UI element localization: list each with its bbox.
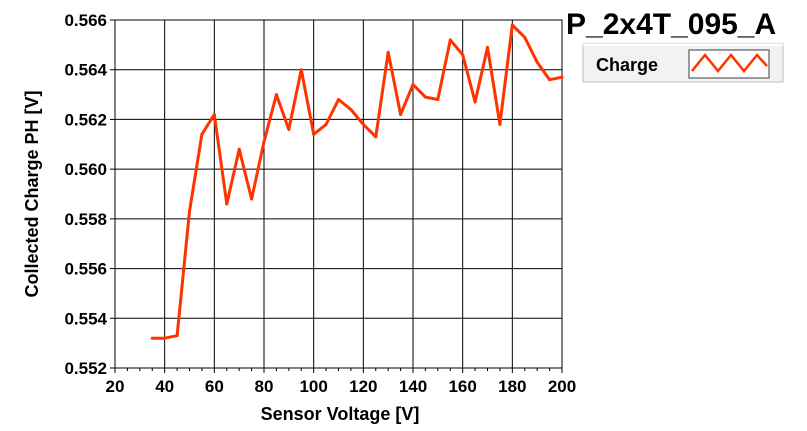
- data-point: [250, 197, 254, 201]
- data-point: [225, 202, 229, 206]
- x-tick-label: 20: [106, 377, 125, 396]
- data-point: [399, 112, 403, 116]
- data-point: [548, 78, 552, 82]
- data-point: [337, 98, 340, 102]
- data-point: [349, 107, 353, 111]
- data-point: [386, 50, 390, 54]
- data-point: [150, 336, 154, 340]
- data-point: [374, 135, 378, 139]
- data-point: [212, 112, 216, 116]
- data-point: [448, 38, 452, 42]
- x-tick-label: 140: [399, 377, 427, 396]
- data-point: [237, 147, 241, 151]
- data-point: [535, 60, 539, 64]
- data-point: [312, 132, 316, 136]
- data-point: [163, 336, 167, 340]
- x-tick-label: 100: [299, 377, 327, 396]
- x-tick-label: 200: [548, 377, 576, 396]
- data-point: [287, 127, 291, 131]
- data-point: [274, 93, 278, 97]
- legend-series-label: Charge: [596, 55, 658, 75]
- y-tick-label: 0.554: [64, 309, 107, 328]
- y-axis-title: Collected Charge PH [V]: [22, 90, 42, 297]
- y-tick-label: 0.566: [64, 11, 107, 30]
- data-point: [188, 209, 191, 213]
- data-point: [262, 140, 266, 144]
- legend-box-highlight: [583, 44, 783, 46]
- data-point: [486, 45, 489, 49]
- data-point: [523, 35, 527, 39]
- data-point: [498, 122, 502, 126]
- y-axis-ticks: 0.552 0.554 0.556 0.558 0.560 0.562 0.564 0.566: [64, 11, 115, 378]
- x-tick-label: 40: [155, 377, 174, 396]
- data-point: [299, 68, 303, 72]
- x-tick-label: 60: [205, 377, 224, 396]
- data-point: [510, 23, 514, 27]
- data-point: [361, 122, 365, 126]
- data-point: [200, 132, 204, 136]
- x-tick-label: 180: [498, 377, 526, 396]
- y-tick-label: 0.558: [64, 210, 107, 229]
- x-tick-label: 120: [349, 377, 377, 396]
- data-point: [436, 98, 440, 102]
- series-line-charge: [150, 23, 564, 340]
- series-layer: [150, 23, 564, 340]
- x-tick-label: 160: [448, 377, 476, 396]
- y-tick-label: 0.562: [64, 110, 107, 129]
- data-point: [411, 83, 415, 87]
- y-tick-label: 0.560: [64, 160, 107, 179]
- chart-title: P_2x4T_095_A: [566, 8, 776, 41]
- data-point: [461, 53, 465, 57]
- data-point: [324, 122, 328, 126]
- y-tick-label: 0.564: [64, 61, 107, 80]
- data-point: [175, 334, 179, 338]
- plot-area: [114, 19, 563, 369]
- legend: Charge: [582, 43, 784, 83]
- y-tick-label: 0.556: [64, 260, 107, 279]
- x-axis-title: Sensor Voltage [V]: [261, 404, 420, 424]
- data-point: [473, 100, 477, 104]
- x-axis-ticks: 20 40 60 80 100 120 140 160 180 200: [106, 368, 576, 396]
- legend-swatch-line: [691, 53, 768, 73]
- y-tick-label: 0.552: [64, 359, 107, 378]
- data-point: [560, 75, 564, 79]
- x-tick-label: 80: [255, 377, 274, 396]
- data-point: [423, 95, 427, 99]
